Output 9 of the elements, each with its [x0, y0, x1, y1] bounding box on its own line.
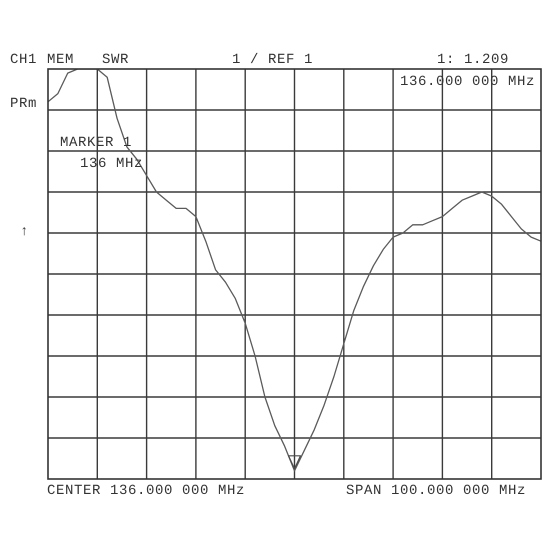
text: MEM: [47, 52, 74, 68]
text: ↑: [20, 224, 30, 240]
text: CH1: [10, 52, 38, 68]
text: SWR: [102, 52, 130, 68]
text: 1 / REF 1: [232, 52, 314, 68]
text: PRm: [10, 96, 38, 112]
text: SPAN 100.000 000 MHz: [346, 483, 526, 499]
text: 1: 1.209: [437, 52, 510, 68]
text: CENTER 136.000 000 MHz: [47, 483, 246, 499]
